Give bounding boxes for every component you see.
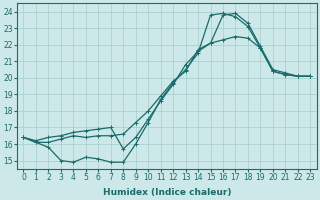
- X-axis label: Humidex (Indice chaleur): Humidex (Indice chaleur): [103, 188, 231, 197]
